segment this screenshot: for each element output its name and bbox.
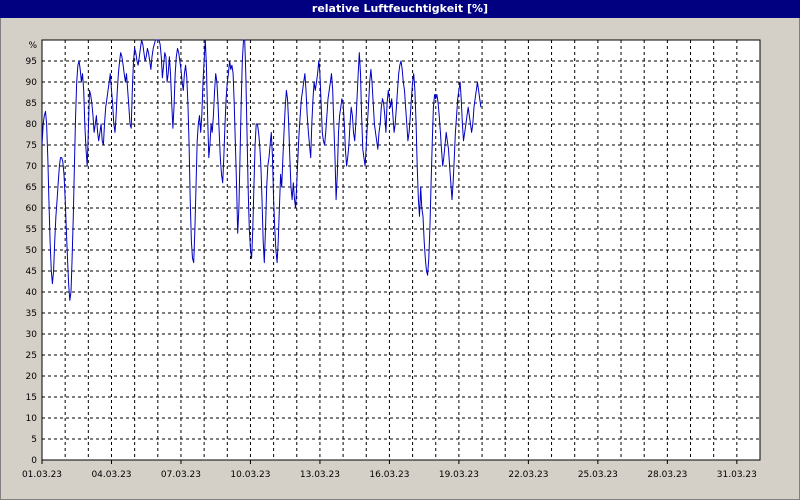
grid-lines [42,40,760,460]
y-tick-label: 55 [26,225,37,235]
x-tick-label: 10.03.23 [230,470,270,480]
x-tick-label: 13.03.23 [300,470,340,480]
y-tick-label: 45 [26,267,37,277]
plot-area [41,39,761,461]
y-tick-label: 90 [26,78,38,88]
y-tick-label: 75 [26,141,37,151]
y-tick-label: 35 [26,309,37,319]
y-tick-label: 10 [26,414,38,424]
y-tick-label: 20 [26,372,38,382]
x-tick-label: 31.03.23 [717,470,757,480]
y-tick-label: 40 [26,288,38,298]
x-tick-label: 22.03.23 [508,470,548,480]
y-tick-label: 25 [26,351,37,361]
y-tick-label: 95 [26,57,37,67]
y-tick-label: 0 [31,456,37,466]
x-tick-label: 01.03.23 [22,470,62,480]
y-tick-labels: 0 5 10 15 20 25 30 35 40 45 50 55 60 65 70 75 80 85 90 95 [26,57,38,466]
x-tick-label: 04.03.23 [91,470,131,480]
y-tick-label: 5 [31,435,37,445]
y-tick-label: 65 [26,183,37,193]
y-tick-label: 60 [26,204,38,214]
y-tick-label: 50 [26,246,38,256]
x-tick-label: 19.03.23 [439,470,479,480]
x-tick-label: 25.03.23 [578,470,618,480]
y-tick-label: 30 [26,330,38,340]
y-tick-label: 15 [26,393,37,403]
y-axis-unit-label: % [28,41,37,51]
humidity-series-line [41,39,482,301]
y-tick-label: 80 [26,120,38,130]
y-tick-label: 85 [26,99,37,109]
x-tick-label: 16.03.23 [369,470,409,480]
chart-title: relative Luftfeuchtigkeit [%] [0,0,800,18]
series-group [41,39,482,301]
x-tick-label: 28.03.23 [647,470,687,480]
x-tick-label: 07.03.23 [161,470,201,480]
y-tick-label: 70 [26,162,38,172]
x-tick-labels: 01.03.23 04.03.23 07.03.23 10.03.23 13.03.23… [22,460,757,480]
